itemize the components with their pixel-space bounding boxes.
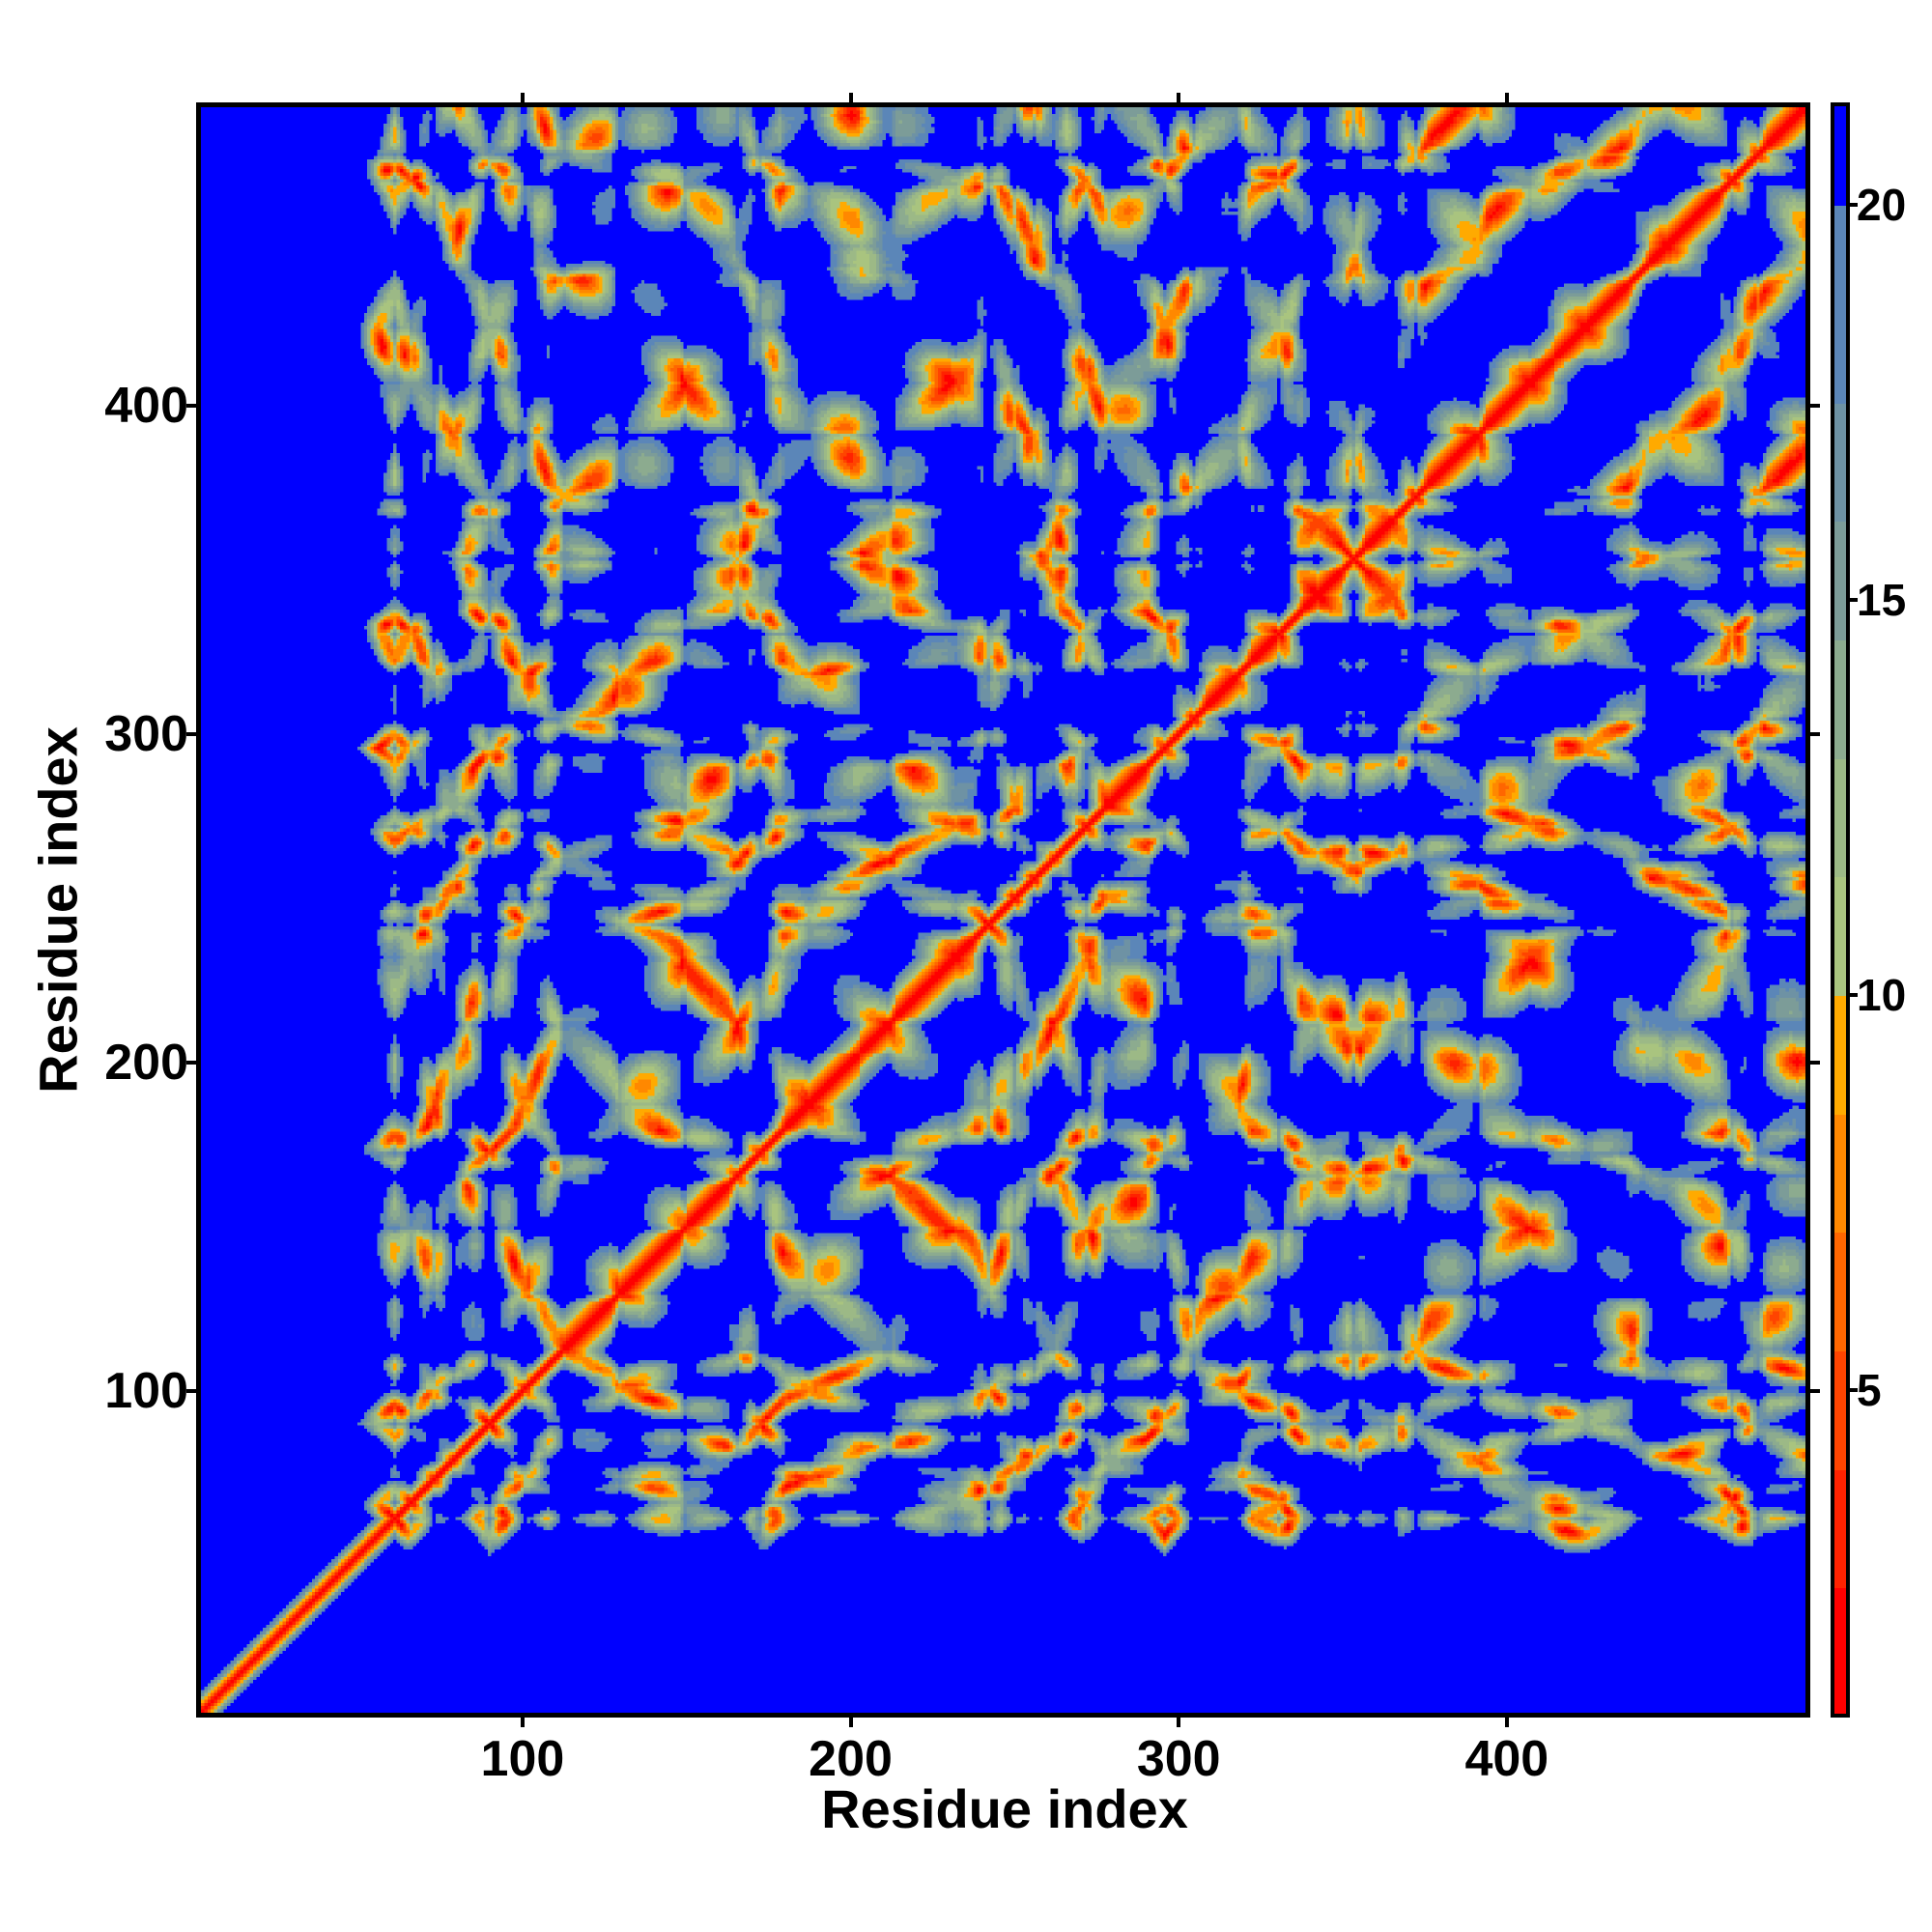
y-tick-right: [1810, 1061, 1820, 1065]
y-tick-right: [1810, 732, 1820, 737]
y-tick-label: 200: [104, 1035, 188, 1092]
heatmap-contact-map: [201, 107, 1805, 1713]
x-tick-label: 400: [1464, 1731, 1549, 1787]
x-tick-bottom: [1504, 1718, 1509, 1727]
colorbar-tick: [1850, 1387, 1858, 1392]
colorbar-bin: [1834, 994, 1846, 1115]
x-tick-top: [520, 93, 525, 102]
plot-area: [196, 102, 1810, 1718]
colorbar-tick-label: 20: [1857, 180, 1907, 231]
y-axis-label: Residue index: [27, 726, 89, 1094]
colorbar-bin: [1834, 106, 1846, 207]
y-tick-left: [186, 1061, 196, 1065]
x-axis-label: Residue index: [821, 1778, 1188, 1839]
colorbar-bin: [1834, 1468, 1846, 1589]
y-tick-right: [1810, 1388, 1820, 1393]
colorbar-tick-label: 10: [1857, 969, 1907, 1020]
colorbar-tick-label: 15: [1857, 575, 1907, 626]
x-tick-label: 100: [480, 1731, 565, 1787]
x-tick-bottom: [520, 1718, 525, 1727]
colorbar-bin: [1834, 1232, 1846, 1351]
x-tick-bottom: [848, 1718, 853, 1727]
y-tick-label: 100: [104, 1362, 188, 1419]
colorbar-tick: [1850, 203, 1858, 208]
y-tick-right: [1810, 404, 1820, 409]
colorbar-bin: [1834, 876, 1846, 996]
colorbar-bin: [1834, 205, 1846, 404]
colorbar-bin: [1834, 402, 1846, 523]
y-tick-left: [186, 404, 196, 409]
y-tick-left: [186, 732, 196, 737]
colorbar-bin: [1834, 1113, 1846, 1234]
colorbar-bin: [1834, 1587, 1846, 1714]
colorbar-bin: [1834, 521, 1846, 640]
colorbar-bin: [1834, 757, 1846, 878]
y-tick-left: [186, 1388, 196, 1393]
x-tick-bottom: [1177, 1718, 1181, 1727]
y-tick-label: 400: [104, 378, 188, 435]
x-tick-label: 200: [809, 1731, 893, 1787]
colorbar-bin: [1834, 1350, 1846, 1470]
colorbar-bin: [1834, 639, 1846, 759]
colorbar: [1831, 102, 1850, 1718]
colorbar-tick-label: 5: [1857, 1364, 1882, 1415]
y-tick-label: 300: [104, 706, 188, 763]
x-tick-top: [1177, 93, 1181, 102]
x-tick-top: [848, 93, 853, 102]
colorbar-tick: [1850, 598, 1858, 603]
x-tick-label: 300: [1136, 1731, 1221, 1787]
colorbar-tick: [1850, 992, 1858, 997]
x-tick-top: [1504, 93, 1509, 102]
